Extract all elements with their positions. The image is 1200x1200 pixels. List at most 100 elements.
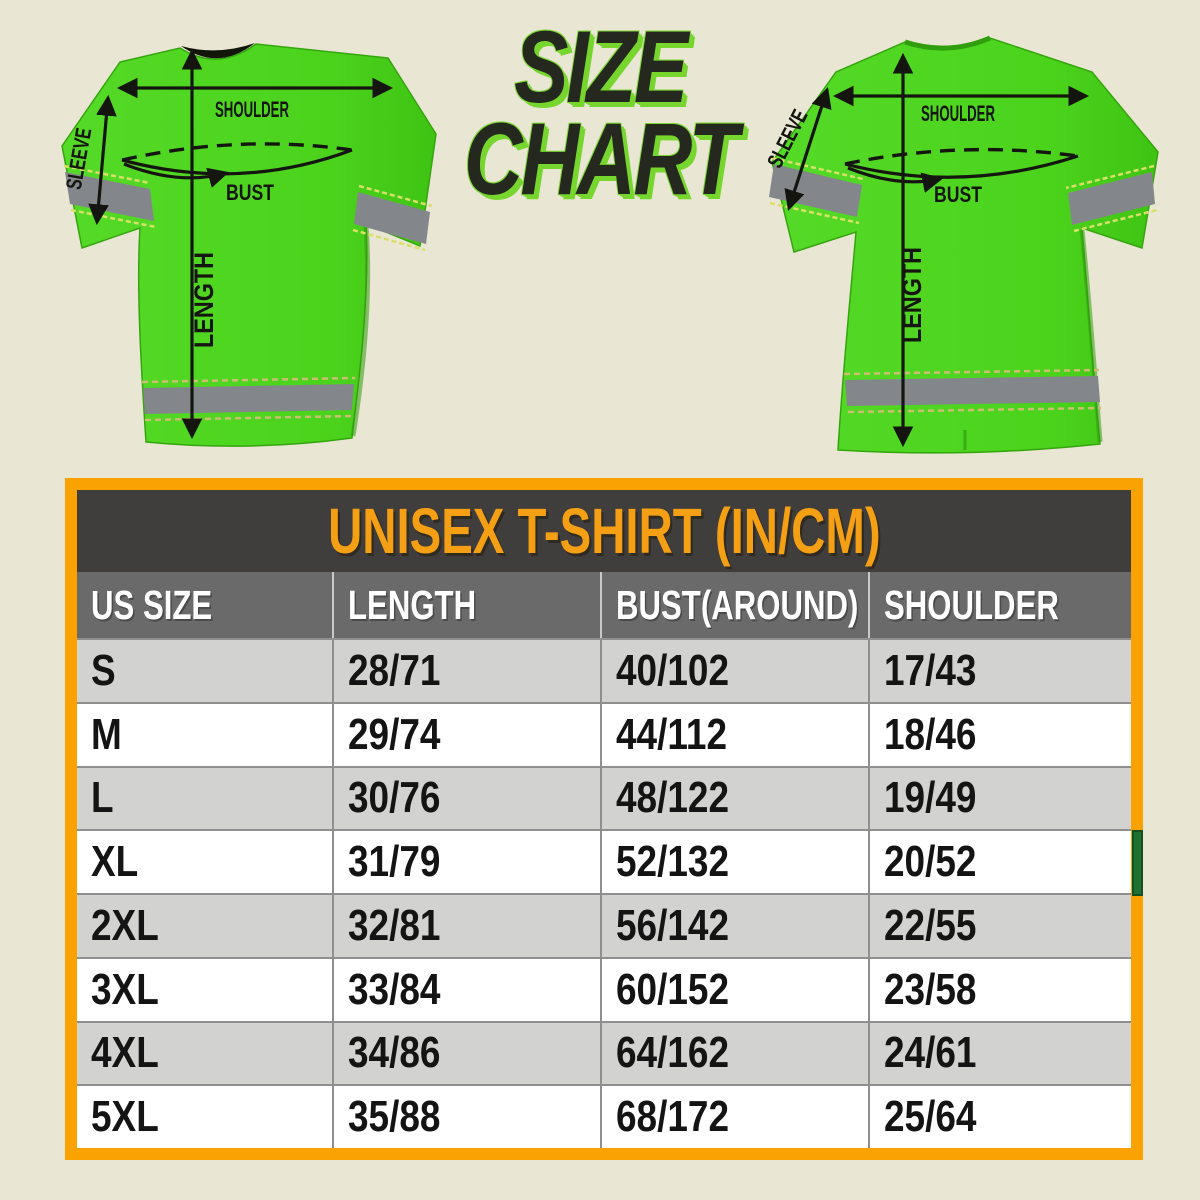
cell-value: 40/102 — [616, 645, 730, 695]
cell-value: 3XL — [91, 964, 159, 1014]
table-row: 4XL 34/86 64/162 24/61 — [77, 1020, 1131, 1085]
cell-value: 22/55 — [884, 900, 977, 950]
front-right-sleeve-stripe — [354, 192, 430, 244]
cell-value: 31/79 — [348, 837, 441, 887]
front-bust-solid-arc — [121, 148, 353, 176]
back-shirt-shading — [1079, 229, 1103, 443]
cell-bust: 48/122 — [602, 767, 870, 830]
cell-size: S — [77, 640, 334, 702]
stitch-line — [352, 228, 426, 252]
front-shirt-body — [61, 43, 437, 447]
cell-length: 34/86 — [334, 1022, 602, 1085]
stitch-line — [141, 376, 356, 384]
cell-size: XL — [77, 831, 334, 893]
back-shirt-body — [771, 37, 1159, 454]
page-title: SIZE CHART — [420, 16, 780, 216]
cell-value: 24/61 — [884, 1028, 977, 1078]
cell-value: 2XL — [91, 900, 159, 950]
cell-bust: 40/102 — [602, 640, 870, 702]
cell-value: 19/49 — [884, 773, 977, 823]
cell-value: 20/52 — [884, 837, 977, 887]
cell-bust: 52/132 — [602, 831, 870, 893]
cell-shoulder: 20/52 — [870, 831, 1131, 893]
cell-length: 28/71 — [334, 640, 602, 702]
front-shirt-shading — [350, 225, 371, 437]
cell-value: 60/152 — [616, 964, 730, 1014]
front-sleeve-arrow — [88, 94, 117, 226]
header-label: US SIZE — [91, 581, 213, 628]
cell-value: 29/74 — [348, 709, 441, 759]
cell-length: 31/79 — [334, 831, 602, 893]
cell-bust: 64/162 — [602, 1022, 870, 1085]
header-cell-bust: BUST(AROUND) — [602, 572, 870, 638]
table-row: XL 31/79 52/132 20/52 — [77, 829, 1131, 893]
cell-size: 5XL — [77, 1086, 334, 1148]
cell-length: 32/81 — [334, 895, 602, 957]
cell-value: 64/162 — [616, 1028, 730, 1078]
size-table-title-bar: UNISEX T-SHIRT (IN/CM) — [77, 490, 1131, 572]
cell-bust: 44/112 — [602, 703, 870, 766]
stitch-line — [1073, 208, 1158, 233]
cell-value: 56/142 — [616, 900, 730, 950]
back-length-label: LENGTH — [897, 247, 927, 343]
front-bust-dashed-ellipse — [121, 142, 353, 162]
back-bust-label: BUST — [934, 182, 982, 207]
header-cell-us-size: US SIZE — [77, 572, 334, 638]
cell-value: L — [91, 773, 114, 823]
cell-value: 48/122 — [616, 773, 730, 823]
header-cell-shoulder: SHOULDER — [870, 572, 1131, 638]
table-row: S 28/71 40/102 17/43 — [77, 638, 1131, 702]
header-label: BUST(AROUND) — [616, 581, 859, 628]
cell-value: 30/76 — [348, 773, 441, 823]
back-sleeve-arrow — [784, 87, 832, 211]
stitch-line — [358, 184, 433, 208]
front-shoulder-label: SHOULDER — [215, 97, 289, 122]
cell-size: L — [77, 767, 334, 830]
cell-value: 25/64 — [884, 1092, 977, 1142]
stitch-line — [843, 368, 1100, 376]
cell-shoulder: 22/55 — [870, 895, 1131, 957]
back-shoulder-label: SHOULDER — [921, 101, 995, 126]
cell-value: 68/172 — [616, 1092, 730, 1142]
table-row: M 29/74 44/112 18/46 — [77, 701, 1131, 766]
size-table: UNISEX T-SHIRT (IN/CM) US SIZE LENGTH BU… — [65, 478, 1143, 1160]
front-length-label: LENGTH — [189, 252, 219, 348]
front-bust-label: BUST — [226, 180, 274, 205]
cell-size: M — [77, 703, 334, 766]
front-shirt-figure: SHOULDER SLEEVE BUST LENGTH — [61, 43, 437, 447]
cell-value: 18/46 — [884, 709, 977, 759]
header-label: SHOULDER — [884, 581, 1059, 628]
cell-length: 29/74 — [334, 703, 602, 766]
back-shirt-figure: SHOULDER SLEEVE BUST LENGTH — [762, 35, 1159, 454]
cell-size: 4XL — [77, 1022, 334, 1085]
table-row: L 30/76 48/122 19/49 — [77, 765, 1131, 830]
cell-bust: 56/142 — [602, 895, 870, 957]
stitch-line — [1065, 164, 1155, 190]
cell-value: 17/43 — [884, 645, 977, 695]
header-label: LENGTH — [348, 581, 477, 628]
cell-value: 23/58 — [884, 964, 977, 1014]
page-title-line2: CHART — [463, 101, 738, 216]
cell-value: S — [91, 645, 116, 695]
table-row: 5XL 35/88 68/172 25/64 — [77, 1084, 1131, 1148]
shirt-diagrams: SHOULDER SLEEVE BUST LENGTH — [61, 35, 1159, 454]
cell-size: 3XL — [77, 958, 334, 1021]
cell-length: 30/76 — [334, 767, 602, 830]
cell-shoulder: 17/43 — [870, 640, 1131, 702]
stitch-line — [847, 406, 1102, 414]
cell-value: 52/132 — [616, 837, 730, 887]
cell-value: 28/71 — [348, 645, 441, 695]
header-cell-length: LENGTH — [334, 572, 602, 638]
front-bust-arrow — [123, 162, 230, 188]
cell-value: 33/84 — [348, 964, 441, 1014]
cell-length: 35/88 — [334, 1086, 602, 1148]
size-table-header-row: US SIZE LENGTH BUST(AROUND) SHOULDER — [77, 572, 1131, 638]
back-bust-solid-arc — [844, 154, 1079, 179]
cell-shoulder: 23/58 — [870, 959, 1131, 1021]
cell-bust: 60/152 — [602, 958, 870, 1021]
cell-value: 34/86 — [348, 1028, 441, 1078]
cell-shoulder: 18/46 — [870, 704, 1131, 766]
cell-size: 2XL — [77, 895, 334, 957]
table-row: 3XL 33/84 60/152 23/58 — [77, 956, 1131, 1021]
